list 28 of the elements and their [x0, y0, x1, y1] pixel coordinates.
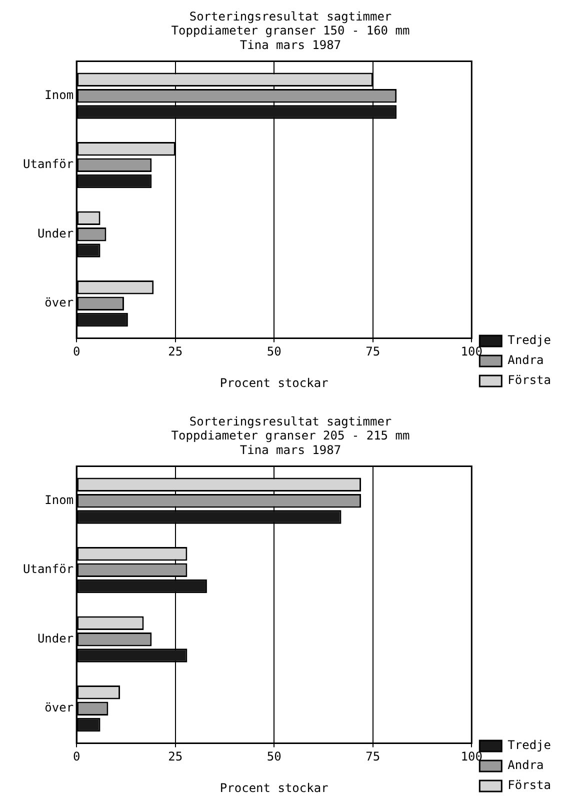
y-tick-label: Under	[37, 631, 74, 646]
x-tick-label: 0	[72, 344, 80, 359]
legend-label: Andra	[508, 758, 544, 772]
x-tick-label: 50	[266, 344, 282, 359]
x-tick-label: 25	[168, 750, 183, 764]
y-tick-label: Inom	[44, 88, 74, 102]
x-tick-label: 75	[366, 750, 380, 764]
y-tick-label: Under	[37, 226, 74, 240]
x-axis-title: Procent stockar	[220, 780, 328, 795]
legend-label: Andra	[508, 353, 544, 368]
y-tick-label: över	[44, 296, 74, 310]
x-tick-label: 0	[72, 750, 80, 764]
x-axis-title: Procent stockar	[220, 376, 328, 390]
y-tick-label: Utanför	[22, 562, 74, 576]
legend-label: Första	[508, 373, 552, 388]
legend-label: Tredje	[508, 738, 552, 752]
x-tick-label: 100	[460, 750, 482, 764]
legend-label: Första	[508, 778, 552, 792]
y-tick-label: över	[44, 700, 74, 715]
x-tick-label: 75	[366, 344, 380, 359]
x-tick-label: 100	[460, 344, 482, 359]
x-tick-label: 25	[168, 344, 183, 359]
y-tick-label: Inom	[44, 492, 74, 507]
legend-label: Tredje	[508, 333, 552, 348]
x-tick-label: 50	[266, 750, 282, 764]
chart-title: Sorteringsresultat sagtimmer Toppdiameter granser 205 - 215 mm Tina mars 1987	[171, 414, 410, 458]
chart-title: Sorteringsresultat sagtimmer Toppdiameter granser 150 - 160 mm Tina mars 1987	[171, 9, 410, 52]
y-tick-label: Utanför	[22, 157, 74, 172]
